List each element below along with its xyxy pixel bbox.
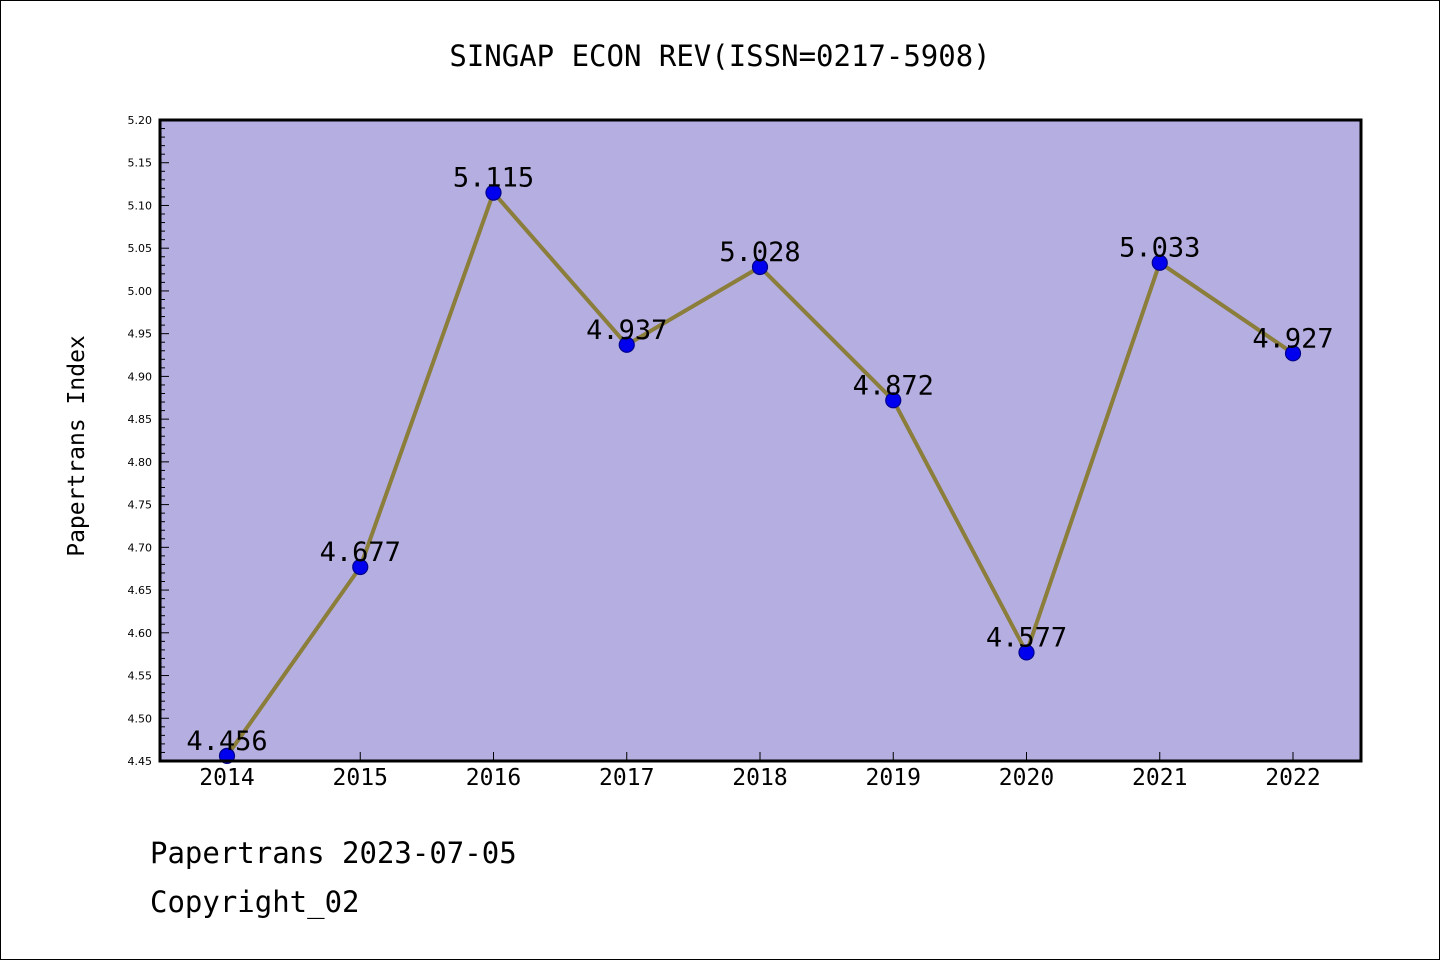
data-label: 4.927 bbox=[1252, 323, 1333, 354]
x-tick-label: 2020 bbox=[999, 765, 1054, 791]
y-tick-label: 5.15 bbox=[128, 157, 153, 170]
data-point bbox=[1018, 644, 1035, 661]
footer-copyright: Copyright_02 bbox=[150, 885, 360, 919]
data-label: 5.115 bbox=[453, 163, 534, 194]
x-tick-label: 2016 bbox=[466, 765, 521, 791]
x-tick-label: 2022 bbox=[1265, 765, 1320, 791]
y-tick-label: 5.10 bbox=[128, 199, 153, 212]
y-tick-label: 4.95 bbox=[128, 328, 153, 341]
data-point bbox=[1151, 254, 1168, 271]
y-tick-label: 4.90 bbox=[128, 370, 153, 383]
data-point bbox=[618, 336, 635, 353]
y-tick-label: 4.55 bbox=[128, 670, 153, 683]
x-axis: 2014 2015 2016 2017 2018 2019 2020 2021 2022 bbox=[199, 752, 1321, 791]
data-label: 5.028 bbox=[719, 237, 800, 268]
data-markers bbox=[218, 184, 1302, 764]
plot-frame bbox=[158, 118, 1363, 763]
data-label: 4.677 bbox=[320, 537, 401, 568]
y-tick-label: 4.70 bbox=[128, 541, 153, 554]
data-point bbox=[751, 258, 769, 276]
data-point bbox=[485, 184, 502, 201]
y-tick-label: 4.50 bbox=[128, 712, 153, 725]
y-tick-label: 4.80 bbox=[128, 456, 153, 469]
x-tick-label: 2021 bbox=[1132, 765, 1187, 791]
y-tick-label: 4.45 bbox=[128, 755, 153, 768]
x-tick-label: 2014 bbox=[199, 765, 254, 791]
y-tick-label: 4.75 bbox=[128, 499, 153, 512]
y-tick-label: 4.85 bbox=[128, 413, 153, 426]
data-point bbox=[1284, 345, 1302, 362]
y-axis-title: Papertrans Index bbox=[64, 335, 90, 557]
footer-date: Papertrans 2023-07-05 bbox=[150, 836, 517, 870]
y-tick-label: 4.60 bbox=[128, 627, 153, 640]
y-tick-label: 4.65 bbox=[128, 584, 153, 597]
data-point bbox=[352, 558, 369, 576]
x-tick-label: 2019 bbox=[866, 765, 921, 791]
x-tick-label: 2015 bbox=[333, 765, 388, 791]
x-tick-label: 2018 bbox=[732, 765, 787, 791]
y-tick-label: 5.20 bbox=[128, 114, 153, 127]
data-label: 4.937 bbox=[586, 315, 667, 346]
y-axis: 4.45 4.50 4.55 4.60 4.65 4.70 4.75 4.80 4.85 4.90… bbox=[128, 114, 169, 768]
data-label: 4.577 bbox=[986, 622, 1067, 653]
chart-title: SINGAP ECON REV(ISSN=0217-5908) bbox=[449, 39, 990, 73]
data-point bbox=[885, 392, 902, 409]
data-labels: 4.456 4.677 5.115 4.937 5.028 4.872 4.577 5.033… bbox=[186, 163, 1333, 757]
data-label: 4.872 bbox=[853, 370, 934, 401]
y-tick-label: 5.00 bbox=[128, 285, 153, 298]
y-tick-label: 5.05 bbox=[128, 242, 153, 255]
plot-area bbox=[160, 120, 1361, 761]
data-label: 5.033 bbox=[1119, 233, 1200, 264]
data-label: 4.456 bbox=[186, 726, 267, 757]
x-tick-label: 2017 bbox=[599, 765, 654, 791]
